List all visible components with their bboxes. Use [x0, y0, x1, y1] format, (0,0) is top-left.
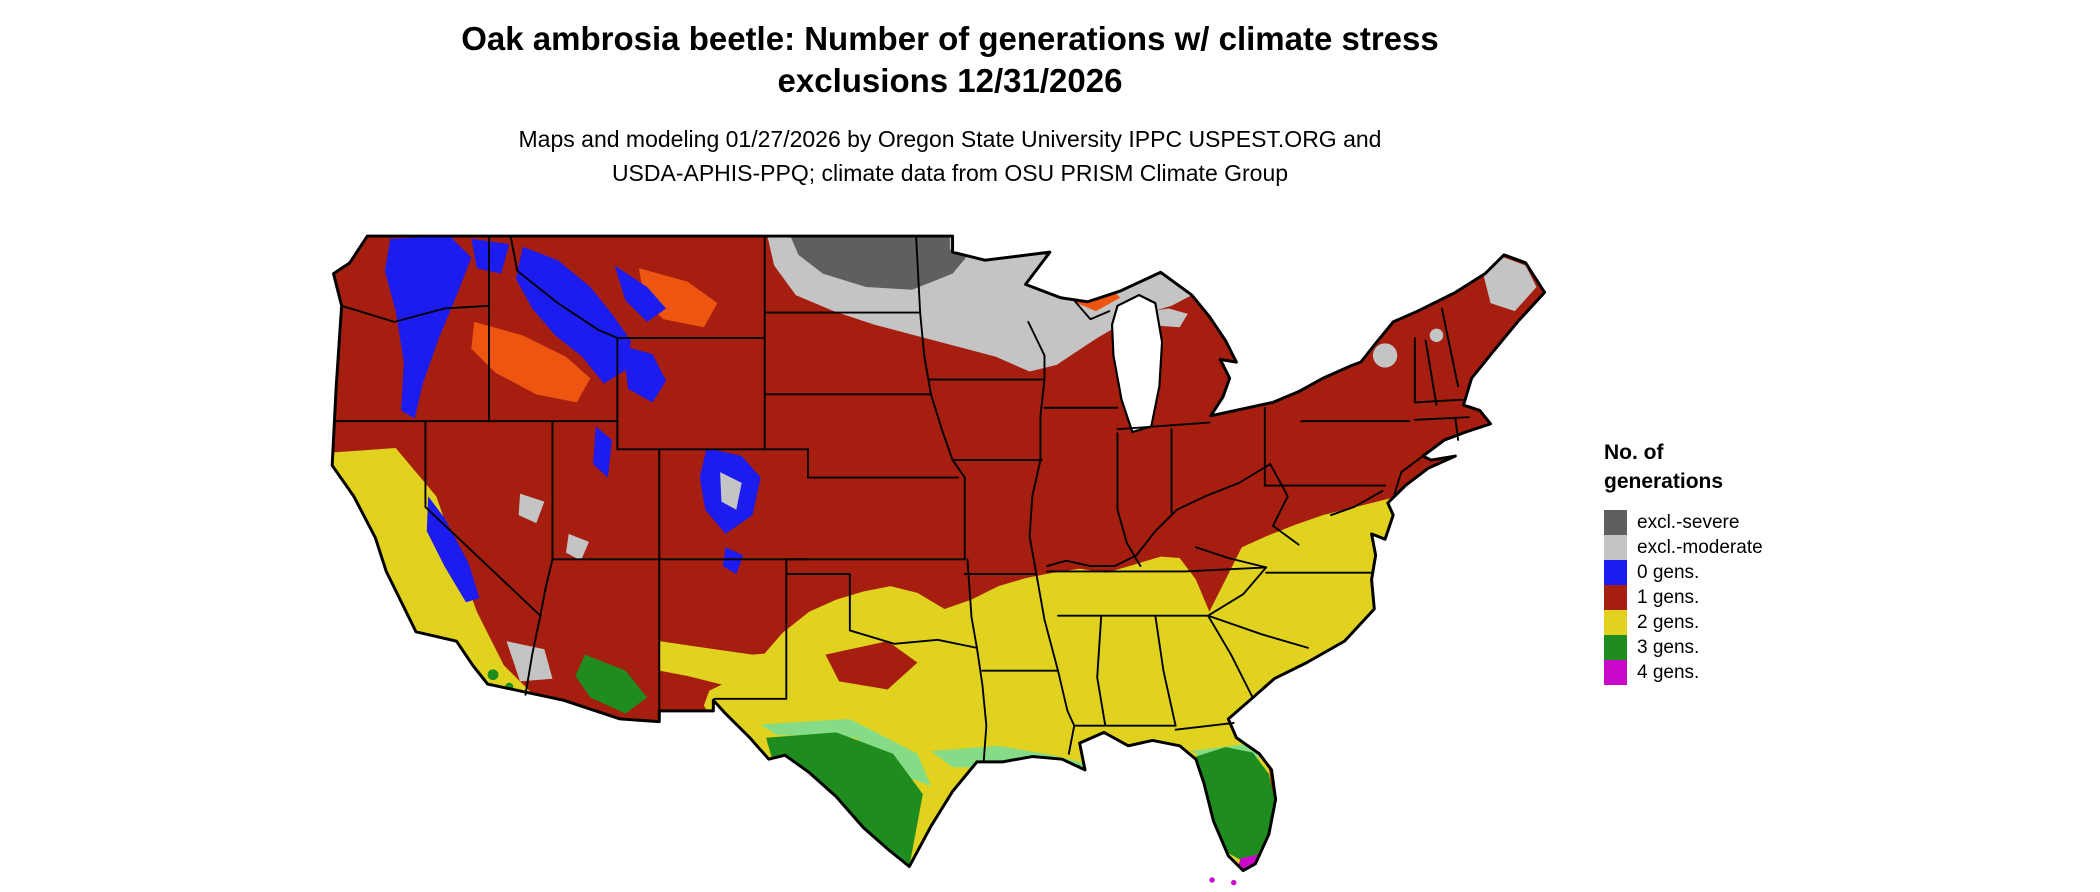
us-outline [330, 234, 1547, 873]
legend-swatch-3-gens [1604, 635, 1627, 660]
legend-item-1-gens: 1 gens. [1604, 585, 1763, 610]
us-map [330, 234, 1547, 886]
legend-label-3-gens: 3 gens. [1637, 636, 1700, 658]
legend-title-line2: generations [1604, 470, 1724, 493]
legend-item-4-gens: 4 gens. [1604, 660, 1763, 685]
legend-item-0-gens: 0 gens. [1604, 560, 1763, 585]
legend-item-2-gens: 2 gens. [1604, 610, 1763, 635]
legend-items: excl.-severe excl.-moderate 0 gens. 1 ge… [1604, 510, 1763, 685]
map-title-line1: Oak ambrosia beetle: Number of generatio… [461, 20, 1439, 57]
legend-swatch-excl-moderate [1604, 535, 1627, 560]
map-subtitle: Maps and modeling 01/27/2026 by Oregon S… [300, 122, 1600, 190]
state-borders [335, 235, 1470, 763]
legend-label-1-gens: 1 gens. [1637, 586, 1700, 608]
legend-label-excl-moderate: excl.-moderate [1637, 536, 1763, 558]
legend-label-4-gens: 4 gens. [1637, 661, 1700, 683]
map-region-central-texas-red [825, 641, 918, 690]
legend-label-excl-severe: excl.-severe [1637, 511, 1740, 533]
legend-title-line1: No. of [1604, 441, 1664, 464]
legend-item-excl-severe: excl.-severe [1604, 510, 1763, 535]
map-subtitle-line2: USDA-APHIS-PPQ; climate data from OSU PR… [611, 160, 1289, 186]
legend-item-3-gens: 3 gens. [1604, 635, 1763, 660]
legend-swatch-2-gens [1604, 610, 1627, 635]
legend-item-excl-moderate: excl.-moderate [1604, 535, 1763, 560]
map-title: Oak ambrosia beetle: Number of generatio… [300, 18, 1600, 102]
map-title-line2: exclusions 12/31/2026 [777, 62, 1123, 99]
legend-label-2-gens: 2 gens. [1637, 611, 1700, 633]
legend: No. of generations excl.-severe excl.-mo… [1604, 438, 1763, 685]
map-region-florida-keys [1209, 877, 1237, 886]
legend-swatch-4-gens [1604, 660, 1627, 685]
map-subtitle-line1: Maps and modeling 01/27/2026 by Oregon S… [518, 126, 1382, 152]
legend-swatch-1-gens [1604, 585, 1627, 610]
legend-swatch-0-gens [1604, 560, 1627, 585]
map-region-excl-severe-north [790, 236, 967, 290]
legend-title: No. of generations [1604, 438, 1763, 496]
legend-label-0-gens: 0 gens. [1637, 561, 1700, 583]
legend-swatch-excl-severe [1604, 510, 1627, 535]
map-region-zero-generations [384, 236, 761, 603]
